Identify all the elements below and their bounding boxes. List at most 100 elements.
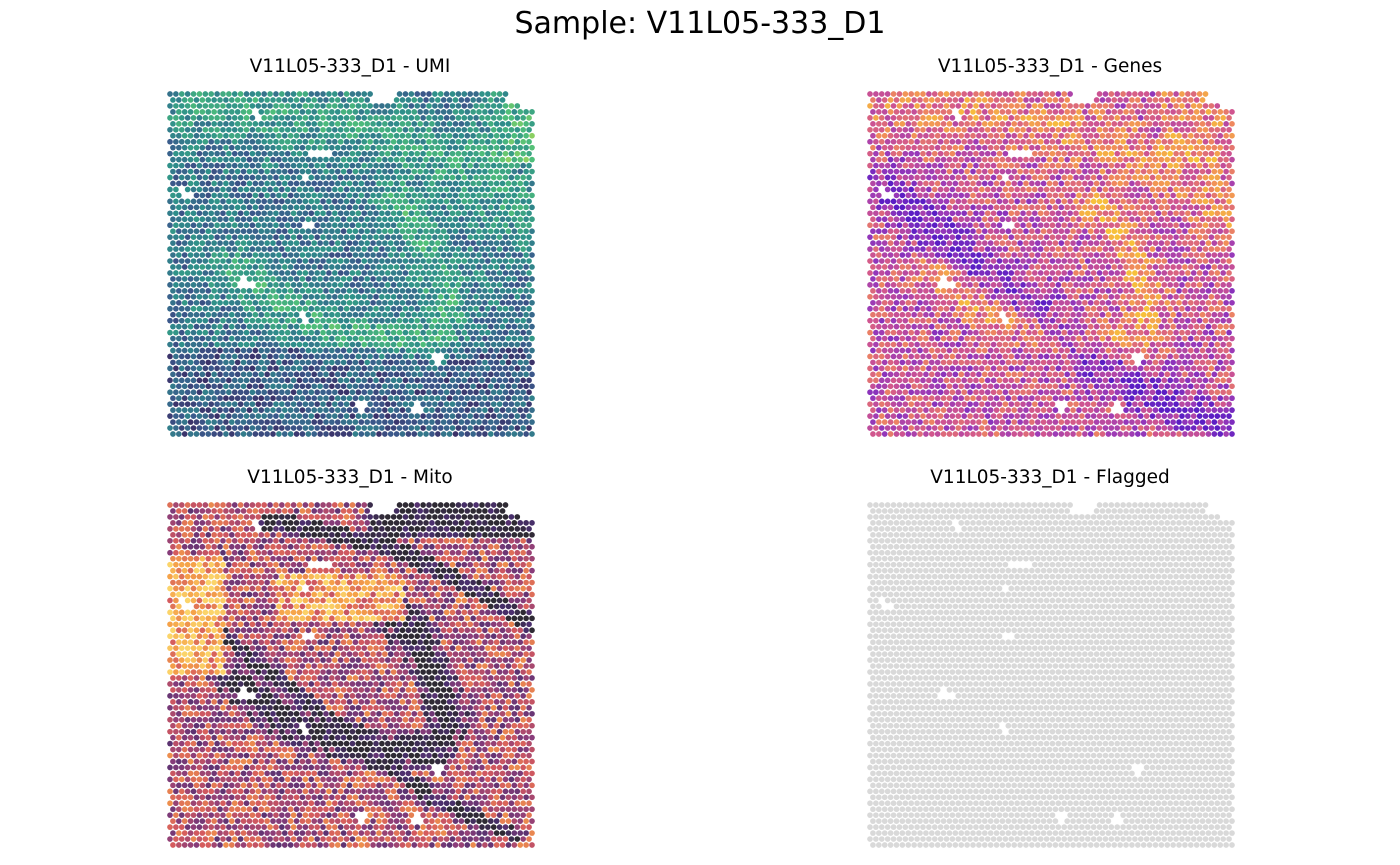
- spot-umi: [449, 103, 456, 109]
- spot-umi: [361, 293, 368, 300]
- spot-umi: [405, 109, 412, 115]
- spot-umi: [520, 258, 526, 264]
- spot-genes: [996, 210, 1003, 217]
- spot-genes: [1043, 174, 1050, 181]
- spot-genes: [878, 162, 885, 169]
- spot-umi: [193, 216, 200, 223]
- spot-genes: [1223, 192, 1229, 199]
- spot-umi: [370, 288, 376, 294]
- spot-genes: [1076, 144, 1082, 151]
- spot-genes: [1179, 126, 1185, 133]
- spot-umi: [408, 186, 415, 193]
- spot-genes: [1129, 109, 1135, 115]
- spot-umi: [437, 174, 444, 181]
- spot-umi: [440, 109, 447, 115]
- spot-umi: [376, 204, 382, 211]
- spot-umi: [187, 299, 194, 306]
- spot-umi: [482, 216, 488, 223]
- spot-umi: [184, 270, 191, 276]
- spot-genes: [1076, 132, 1082, 139]
- spot-genes: [1070, 180, 1076, 187]
- spot-genes: [1164, 156, 1171, 163]
- spot-genes: [1002, 103, 1009, 109]
- spot-umi: [382, 311, 388, 318]
- spot-umi: [326, 115, 332, 121]
- spot-genes: [867, 174, 873, 181]
- spot-umi: [334, 204, 341, 211]
- spot-umi: [434, 299, 441, 306]
- spot-umi: [520, 198, 526, 205]
- spot-umi: [258, 216, 265, 223]
- spot-umi: [320, 413, 326, 419]
- spot-umi: [331, 365, 338, 372]
- spot-umi: [384, 353, 391, 360]
- spot-umi: [387, 299, 394, 306]
- spot-umi: [314, 305, 320, 312]
- spot-umi: [379, 270, 385, 276]
- spot-umi: [349, 150, 356, 157]
- spot-umi: [340, 335, 347, 342]
- spot-umi: [326, 138, 332, 145]
- spot-umi: [264, 228, 270, 235]
- spot-umi: [252, 383, 259, 390]
- spot-genes: [1040, 180, 1047, 187]
- spot-umi: [361, 377, 368, 384]
- spot-umi: [384, 150, 391, 157]
- spot-umi: [331, 305, 338, 312]
- spot-umi: [467, 377, 474, 384]
- spot-umi: [458, 120, 465, 127]
- spot-genes: [876, 204, 882, 211]
- spot-genes: [1205, 120, 1212, 127]
- spot-genes: [1229, 144, 1235, 151]
- spot-genes: [1108, 126, 1115, 133]
- spot-umi: [217, 120, 223, 127]
- spot-genes: [881, 109, 888, 115]
- spot-genes: [1073, 115, 1079, 121]
- spot-umi: [423, 431, 429, 437]
- spot-umi: [517, 109, 524, 115]
- spot-genes: [1217, 156, 1224, 163]
- spot-umi: [452, 120, 459, 127]
- spot-umi: [267, 210, 273, 217]
- spot-genes: [1108, 186, 1115, 193]
- spot-umi: [423, 288, 429, 294]
- spot-genes: [1167, 150, 1174, 157]
- spot-genes: [1064, 109, 1071, 115]
- spot-genes: [908, 174, 915, 181]
- spot-umi: [170, 228, 176, 235]
- spot-genes: [881, 180, 888, 187]
- spot-umi: [434, 407, 441, 413]
- spot-umi: [393, 371, 400, 378]
- spot-umi: [223, 288, 229, 294]
- spot-umi: [520, 413, 526, 419]
- spot-umi: [293, 97, 300, 103]
- spot-umi: [370, 347, 376, 354]
- spot-umi: [399, 299, 406, 306]
- spot-genes: [1217, 132, 1224, 139]
- spot-umi: [279, 341, 285, 348]
- spot-umi: [393, 216, 400, 223]
- spot-umi: [326, 329, 332, 336]
- spot-umi: [349, 389, 356, 396]
- spot-umi: [249, 198, 256, 205]
- spot-umi: [487, 228, 494, 235]
- spot-umi: [517, 120, 524, 127]
- spot-umi: [455, 425, 462, 431]
- spot-genes: [1149, 103, 1156, 109]
- spot-umi: [226, 258, 232, 264]
- spot-umi: [237, 162, 244, 169]
- spot-genes: [958, 204, 965, 211]
- spot-umi: [426, 258, 432, 264]
- spot-umi: [361, 341, 368, 348]
- spot-genes: [1073, 150, 1079, 157]
- spot-umi: [211, 311, 217, 318]
- spot-genes: [878, 138, 885, 145]
- spot-genes: [946, 109, 953, 115]
- spot-umi: [482, 228, 488, 235]
- spot-umi: [308, 401, 315, 408]
- spot-umi: [199, 180, 206, 187]
- spot-umi: [234, 109, 241, 115]
- spot-umi: [190, 425, 197, 431]
- spot-genes: [940, 97, 947, 103]
- spot-umi: [417, 276, 423, 282]
